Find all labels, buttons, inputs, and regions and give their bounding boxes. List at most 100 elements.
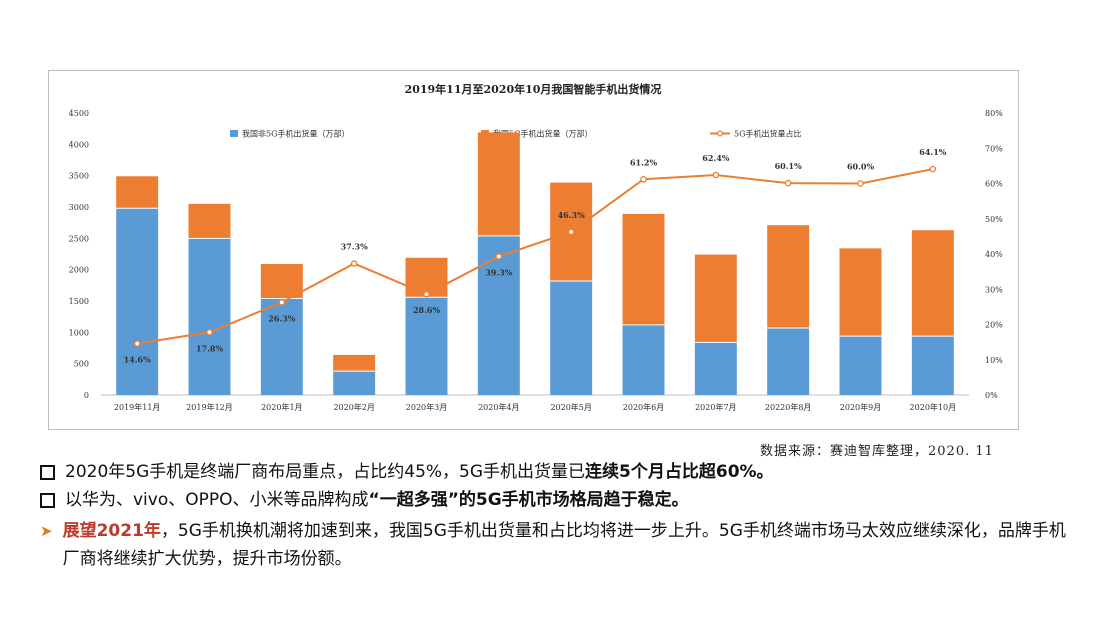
- x-tick-label: 20220年8月: [765, 402, 812, 412]
- bullet-text-1: 2020年5G手机是终端厂商布局重点，占比约45%，5G手机出货量已连续5个月占…: [65, 458, 774, 486]
- share-data-label: 17.8%: [196, 343, 223, 353]
- bar-5g: [333, 354, 376, 372]
- share-data-label: 61.2%: [630, 157, 657, 167]
- bar-5g: [839, 248, 882, 337]
- share-point: [133, 340, 141, 347]
- x-tick-label: 2020年5月: [550, 402, 591, 412]
- bullet-3-emphasis: 展望2021年: [62, 521, 161, 541]
- share-point: [712, 171, 720, 179]
- bar-5g: [188, 203, 231, 239]
- bar-non5g: [839, 336, 882, 395]
- bullet-text-2: 以华为、vivo、OPPO、小米等品牌构成“一超多强”的5G手机市场格局趋于稳定…: [65, 486, 689, 514]
- bar-5g: [767, 225, 810, 328]
- x-tick-label: 2020年3月: [406, 402, 447, 412]
- bar-5g: [116, 176, 159, 209]
- bar-non5g: [260, 298, 303, 395]
- y-tick-label: 4000: [69, 140, 89, 149]
- y-tick-label: 3500: [69, 172, 89, 181]
- arrow-bullet-icon: ➤: [40, 522, 53, 540]
- share-data-label: 46.3%: [558, 210, 585, 220]
- y-tick-label: 1500: [69, 297, 89, 306]
- x-tick-label: 2019年11月: [114, 402, 161, 412]
- share-data-label: 37.3%: [341, 242, 368, 252]
- chart-frame: 2019年11月至2020年10月我国智能手机出货情况 我国非5G手机出货量（万…: [48, 70, 1019, 430]
- x-tick-label: 2020年9月: [840, 402, 881, 412]
- bullet-item-2: 以华为、vivo、OPPO、小米等品牌构成“一超多强”的5G手机市场格局趋于稳定…: [40, 486, 1080, 514]
- share-data-label: 60.0%: [847, 162, 874, 172]
- y-tick-label: 1000: [69, 328, 89, 337]
- share-point: [278, 299, 286, 306]
- x-tick-label: 2020年2月: [333, 402, 374, 412]
- bullet-text-3: 展望2021年，5G手机换机潮将加速到来，我国5G手机出货量和占比均将进一步上升…: [63, 517, 1080, 573]
- y2-tick-label: 20%: [985, 321, 1003, 330]
- axes: 0 500 1000 1500 2000 2500 3000 3500 4000 4500 0% 10…: [69, 109, 1004, 412]
- y-tick-label: 3000: [69, 203, 89, 212]
- x-tick-label: 2020年7月: [695, 402, 736, 412]
- y2-tick-label: 80%: [985, 109, 1003, 118]
- bar-5g: [405, 257, 448, 298]
- square-bullet-icon: [40, 493, 55, 508]
- bar-non5g: [405, 297, 448, 395]
- share-line: 14.6% 17.8% 26.3% 37.3% 28.6% 39.3% 46.3% 61.2%…: [124, 147, 947, 364]
- y-tick-label: 2000: [69, 266, 89, 275]
- share-point: [857, 180, 864, 187]
- legend-label: 我国非5G手机出货量（万部）: [242, 129, 349, 139]
- share-point: [640, 176, 647, 183]
- bar-non5g: [116, 208, 159, 395]
- bar-non5g: [911, 336, 954, 395]
- y2-tick-label: 60%: [985, 180, 1003, 189]
- bullet-2-emphasis: “一超多强”的5G手机市场格局趋于稳定。: [368, 490, 689, 510]
- y2-tick-label: 10%: [985, 356, 1003, 365]
- square-bullet-icon: [40, 465, 55, 480]
- share-point: [423, 290, 430, 298]
- bullet-item-3: ➤ 展望2021年，5G手机换机潮将加速到来，我国5G手机出货量和占比均将进一步…: [40, 517, 1080, 573]
- bar-non5g: [694, 342, 737, 395]
- legend-label: 5G手机出货量占比: [734, 129, 801, 139]
- bar-non5g: [477, 235, 520, 395]
- share-point: [350, 260, 358, 267]
- bullet-1-text: 2020年5G手机是终端厂商布局重点，占比约45%，5G手机出货量已: [65, 462, 586, 482]
- bar-non5g: [333, 371, 376, 395]
- x-tick-label: 2020年6月: [623, 402, 664, 412]
- bar-5g: [477, 132, 520, 236]
- y-tick-label: 500: [74, 360, 89, 369]
- legend-marker: [716, 130, 723, 137]
- bars: [116, 132, 954, 395]
- chart: 2019年11月至2020年10月我国智能手机出货情况 我国非5G手机出货量（万…: [69, 82, 1004, 412]
- source-note: 数据来源：赛迪智库整理，2020. 11: [760, 444, 994, 459]
- share-data-label: 60.1%: [775, 161, 802, 171]
- bullet-3-text: ，5G手机换机潮将加速到来，我国5G手机出货量和占比均将进一步上升。5G手机终端…: [62, 521, 1066, 569]
- legend-swatch: [230, 130, 238, 137]
- y2-tick-label: 40%: [985, 250, 1003, 259]
- bar-5g: [622, 213, 665, 325]
- share-data-label: 39.3%: [485, 267, 512, 277]
- bar-5g: [260, 264, 303, 299]
- bullet-1-emphasis: 连续5个月占比超60%。: [585, 462, 774, 482]
- share-point: [929, 165, 937, 173]
- share-data-label: 62.4%: [702, 153, 729, 163]
- bar-non5g: [767, 327, 810, 395]
- legend-label: 我国5G手机出货量（万部）: [493, 129, 592, 139]
- y2-tick-label: 30%: [985, 285, 1003, 294]
- bullet-list: 2020年5G手机是终端厂商布局重点，占比约45%，5G手机出货量已连续5个月占…: [40, 458, 1080, 573]
- share-data-label: 26.3%: [268, 313, 295, 323]
- bar-5g: [694, 254, 737, 343]
- y2-tick-label: 70%: [985, 144, 1003, 153]
- share-data-label: 64.1%: [919, 147, 946, 157]
- bar-non5g: [622, 324, 665, 395]
- y-tick-label: 4500: [69, 109, 89, 118]
- share-data-label: 14.6%: [124, 355, 151, 365]
- bar-non5g: [188, 238, 231, 395]
- bullet-item-1: 2020年5G手机是终端厂商布局重点，占比约45%，5G手机出货量已连续5个月占…: [40, 458, 1080, 486]
- y2-tick-label: 0%: [985, 391, 998, 400]
- share-data-label: 28.6%: [413, 305, 440, 315]
- bar-5g: [911, 230, 954, 337]
- x-tick-label: 2020年4月: [478, 402, 519, 412]
- y-tick-label: 2500: [69, 234, 89, 243]
- share-point: [784, 179, 792, 187]
- share-line-path: [137, 168, 934, 345]
- bar-non5g: [550, 280, 593, 395]
- share-point: [206, 329, 213, 336]
- chart-title: 2019年11月至2020年10月我国智能手机出货情况: [405, 82, 662, 96]
- x-tick-label: 2020年10月: [910, 402, 957, 412]
